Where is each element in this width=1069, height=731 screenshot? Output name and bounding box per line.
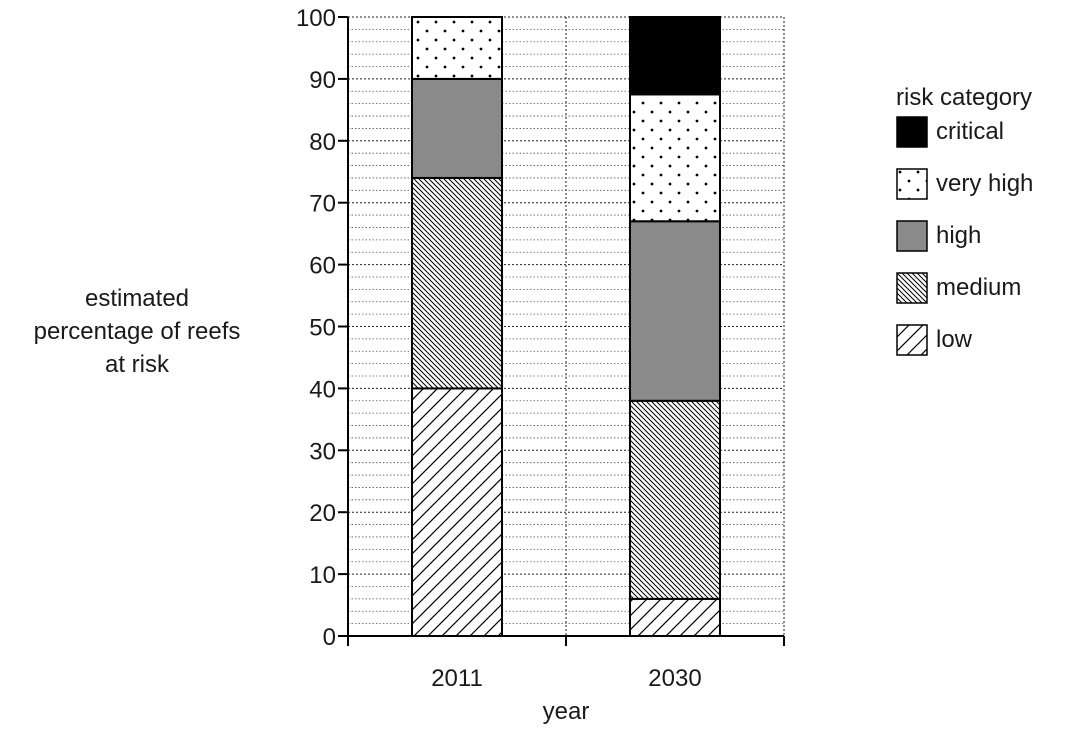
bar-segment-high-2011 [411, 77, 503, 179]
y-tick-label-30: 30 [309, 438, 336, 465]
y-tick-label-60: 60 [309, 253, 336, 280]
legend-label-high: high [936, 222, 982, 249]
y-axis-label-line-1: estimated [84, 285, 190, 312]
x-tick-label-2011: 2011 [431, 665, 483, 692]
y-tick-label-40: 40 [309, 376, 336, 403]
x-tick-label-2030: 2030 [648, 665, 701, 692]
bar-segment-very-high-2030 [629, 93, 721, 223]
legend-title: risk category [896, 84, 1033, 111]
y-tick-label-80: 80 [309, 129, 336, 156]
bar-segment-high-2030 [629, 220, 721, 402]
bar-segment-low-2011 [411, 387, 503, 637]
y-tick-label-0: 0 [323, 624, 336, 651]
y-tick-label-70: 70 [309, 191, 336, 218]
legend-swatch-very-high [896, 168, 928, 200]
legend-label-medium: medium [936, 274, 1022, 301]
bar-segment-critical-2030 [629, 16, 721, 96]
bar-segment-low-2030 [629, 597, 721, 637]
y-axis-label-line-3: at risk [104, 351, 169, 378]
bars [411, 16, 721, 637]
x-axis-label: year [542, 698, 590, 725]
legend-item-medium: medium [896, 272, 1021, 304]
bar-segment-medium-2030 [629, 399, 721, 600]
legend-item-very-high: very high [896, 168, 1033, 200]
legend-swatch-low [896, 324, 928, 356]
legend-item-critical: critical [896, 116, 1004, 148]
legend-label-very-high: very high [936, 170, 1034, 197]
y-tick-label-90: 90 [309, 67, 336, 94]
legend-item-high: high [896, 220, 981, 252]
legend-swatch-medium [896, 272, 928, 304]
legend-swatch-high [896, 220, 928, 252]
y-tick-label-50: 50 [309, 315, 336, 342]
y-tick-label-100: 100 [296, 5, 336, 32]
y-tick-label-10: 10 [309, 562, 336, 589]
legend-item-low: low [896, 324, 972, 356]
bar-segment-very-high-2011 [411, 16, 503, 80]
legend-label-low: low [936, 326, 973, 353]
bar-segment-medium-2011 [411, 176, 503, 390]
y-tick-label-20: 20 [309, 500, 336, 527]
y-axis-label-line-2: percentage of reefs [33, 318, 241, 345]
legend-swatch-critical [896, 116, 928, 148]
legend-label-critical: critical [936, 118, 1005, 145]
